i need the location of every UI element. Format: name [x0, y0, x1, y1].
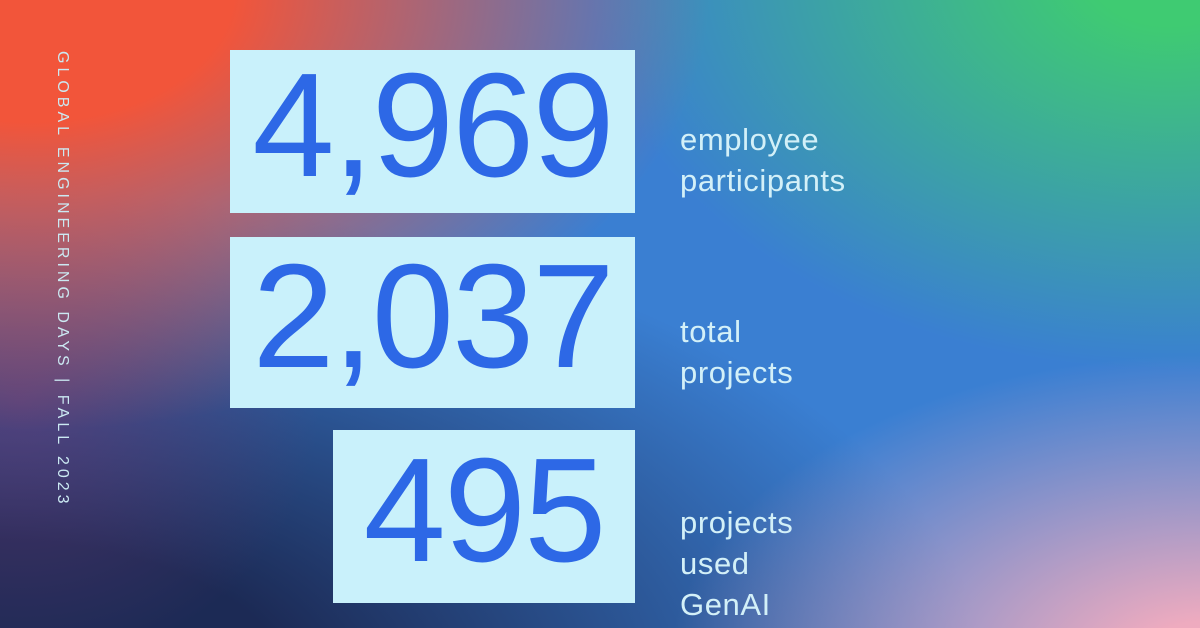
stat-box: 2,037 — [230, 237, 635, 408]
stat-value-participants: 4,969 — [252, 42, 614, 208]
stat-value-genai-projects: 495 — [363, 427, 607, 593]
stat-label-line: projects — [680, 355, 794, 390]
stat-label-line: total — [680, 314, 742, 349]
stat-value-total-projects: 2,037 — [252, 233, 614, 399]
stat-box: 4,969 — [230, 50, 635, 213]
event-title-vertical: GLOBAL ENGINEERING DAYS | FALL 2023 — [54, 51, 71, 508]
stat-label-participants: employee participants — [680, 119, 846, 201]
stat-label-line: participants — [680, 163, 846, 198]
stat-box: 495 — [333, 430, 635, 603]
stat-label-genai-projects: projects used GenAI — [680, 502, 793, 625]
stat-label-line: used GenAI — [680, 546, 771, 622]
stat-label-total-projects: total projects — [680, 311, 793, 393]
stat-label-line: employee — [680, 122, 820, 157]
stat-label-line: projects — [680, 505, 794, 540]
